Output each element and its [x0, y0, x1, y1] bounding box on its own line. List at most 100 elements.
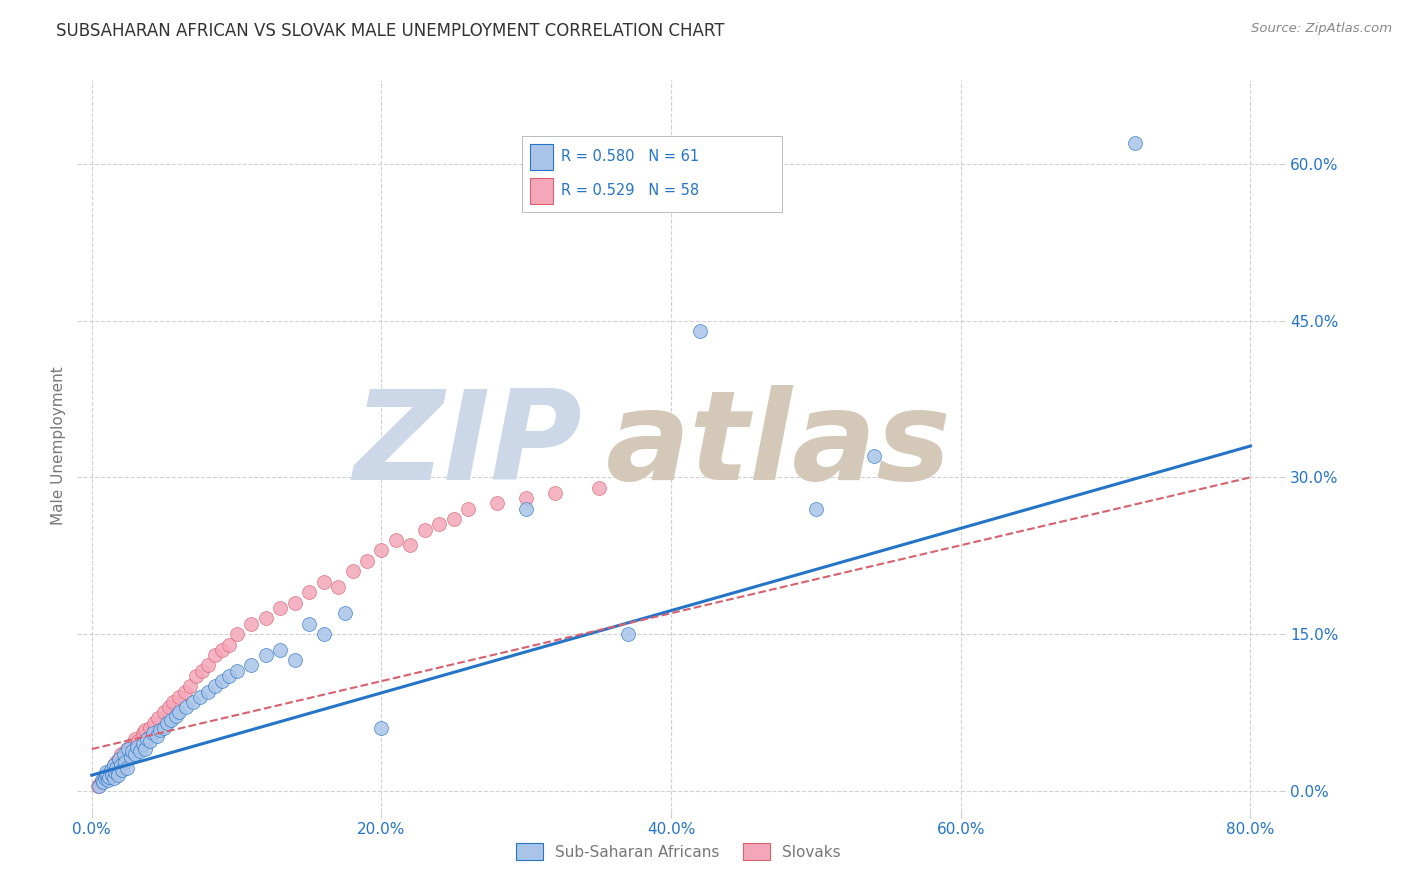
- Point: [103, 757, 125, 772]
- Point: [157, 700, 180, 714]
- Point: [103, 772, 125, 786]
- Legend: Sub-Saharan Africans, Slovaks: Sub-Saharan Africans, Slovaks: [509, 838, 848, 866]
- Point: [1123, 136, 1146, 150]
- Point: [91, 773, 114, 788]
- Point: [211, 674, 233, 689]
- Text: SUBSAHARAN AFRICAN VS SLOVAK MALE UNEMPLOYMENT CORRELATION CHART: SUBSAHARAN AFRICAN VS SLOVAK MALE UNEMPL…: [56, 22, 724, 40]
- Point: [399, 538, 422, 552]
- Point: [87, 779, 110, 793]
- Point: [97, 772, 120, 786]
- Point: [100, 763, 122, 777]
- Point: [184, 669, 207, 683]
- Point: [616, 627, 638, 641]
- Point: [128, 744, 150, 758]
- Point: [356, 554, 378, 568]
- Point: [156, 715, 179, 730]
- Point: [544, 486, 567, 500]
- Text: R = 0.580   N = 61: R = 0.580 N = 61: [561, 149, 699, 164]
- Point: [160, 713, 183, 727]
- Point: [142, 726, 165, 740]
- Point: [254, 611, 277, 625]
- Point: [298, 585, 321, 599]
- Text: R = 0.529   N = 58: R = 0.529 N = 58: [561, 183, 699, 198]
- Point: [124, 731, 146, 746]
- Point: [93, 775, 115, 789]
- Text: ZIP: ZIP: [353, 385, 582, 507]
- Point: [173, 684, 195, 698]
- Point: [118, 744, 141, 758]
- Point: [134, 723, 156, 738]
- Point: [342, 565, 364, 579]
- Point: [97, 773, 120, 788]
- Point: [312, 627, 335, 641]
- Point: [218, 669, 240, 683]
- Y-axis label: Male Unemployment: Male Unemployment: [51, 367, 66, 525]
- Point: [457, 501, 479, 516]
- Point: [312, 574, 335, 589]
- FancyBboxPatch shape: [530, 144, 554, 170]
- Point: [105, 761, 128, 775]
- Point: [135, 731, 157, 746]
- Point: [269, 642, 291, 657]
- Point: [112, 750, 135, 764]
- FancyBboxPatch shape: [530, 178, 554, 204]
- Point: [101, 768, 124, 782]
- Point: [131, 737, 153, 751]
- Point: [165, 708, 187, 723]
- Point: [298, 616, 321, 631]
- Text: atlas: atlas: [606, 385, 952, 507]
- Point: [96, 768, 118, 782]
- Point: [162, 695, 184, 709]
- Point: [110, 757, 132, 772]
- Point: [143, 715, 166, 730]
- Point: [107, 757, 129, 772]
- Point: [111, 763, 134, 777]
- Point: [139, 733, 162, 747]
- Point: [443, 512, 465, 526]
- Point: [117, 742, 139, 756]
- Point: [588, 481, 610, 495]
- Point: [486, 496, 509, 510]
- Point: [98, 770, 121, 784]
- Point: [108, 752, 131, 766]
- Point: [115, 742, 138, 756]
- Point: [515, 491, 537, 506]
- Point: [240, 658, 263, 673]
- Point: [225, 627, 247, 641]
- Point: [385, 533, 408, 547]
- Point: [96, 768, 118, 782]
- Point: [197, 684, 219, 698]
- Point: [98, 764, 121, 779]
- Point: [134, 742, 156, 756]
- Point: [181, 695, 204, 709]
- Point: [96, 764, 118, 779]
- Point: [225, 664, 247, 678]
- Point: [148, 711, 170, 725]
- Point: [86, 779, 108, 793]
- Point: [370, 543, 392, 558]
- Point: [190, 690, 212, 704]
- Point: [174, 700, 197, 714]
- Point: [125, 739, 148, 754]
- Point: [326, 580, 349, 594]
- Point: [120, 750, 142, 764]
- Point: [153, 721, 176, 735]
- Point: [115, 761, 138, 775]
- Point: [284, 596, 307, 610]
- Point: [254, 648, 277, 662]
- Point: [121, 744, 143, 758]
- Point: [167, 690, 190, 704]
- Point: [89, 775, 111, 789]
- Point: [204, 648, 226, 662]
- Point: [153, 706, 176, 720]
- Point: [124, 747, 146, 762]
- Point: [335, 606, 357, 620]
- Point: [179, 679, 201, 693]
- Point: [110, 747, 132, 762]
- Point: [863, 450, 886, 464]
- Point: [689, 324, 711, 338]
- Point: [218, 638, 240, 652]
- Point: [197, 658, 219, 673]
- Point: [103, 757, 125, 772]
- Point: [240, 616, 263, 631]
